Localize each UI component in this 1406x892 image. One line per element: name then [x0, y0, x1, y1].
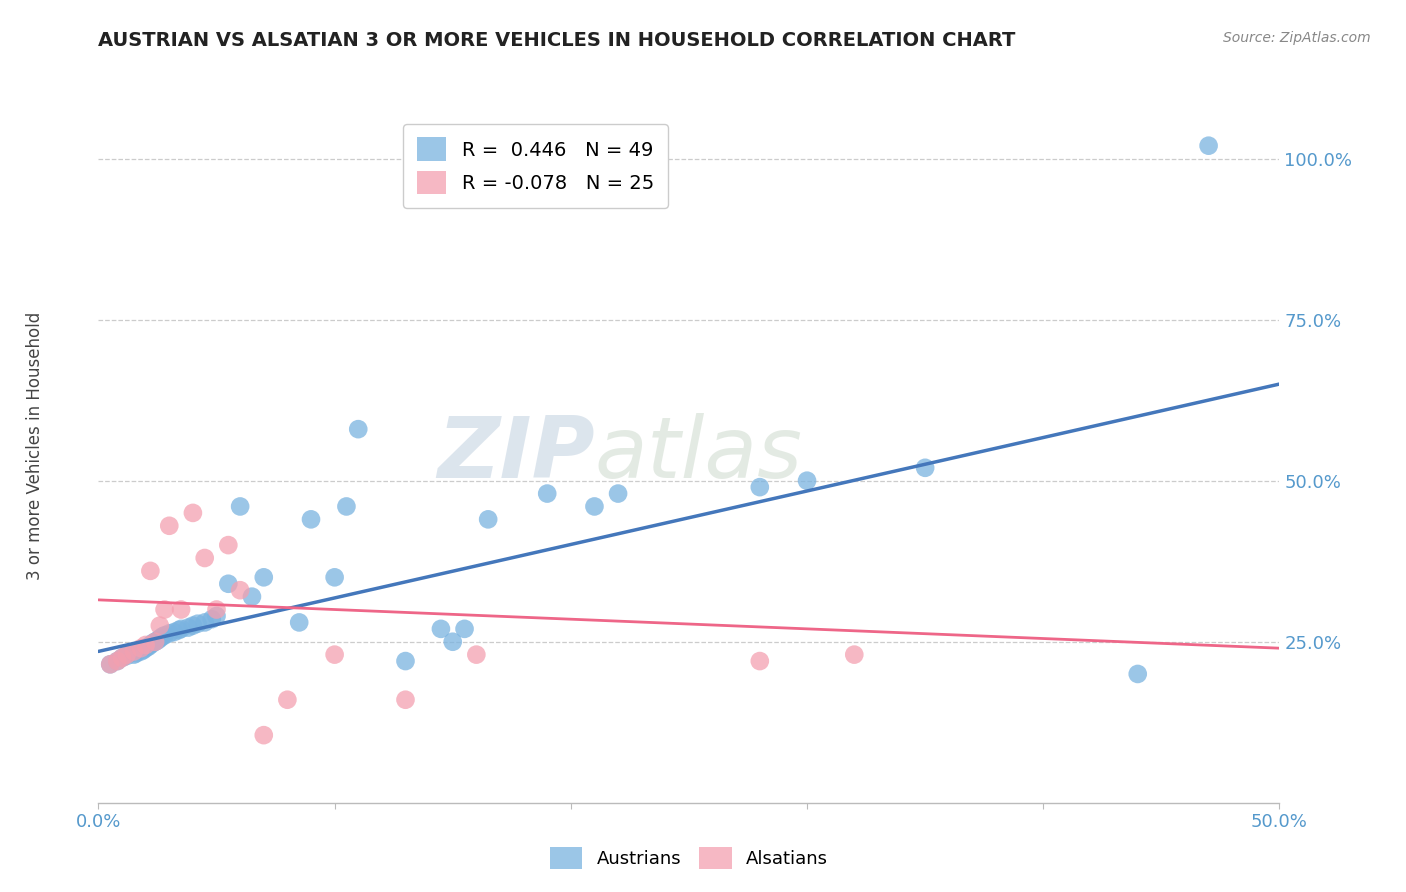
Point [129, 644, 152, 658]
Point [394, 654, 416, 668]
Point [465, 648, 488, 662]
Point [335, 500, 357, 514]
Point [157, 518, 180, 533]
Point [170, 622, 193, 636]
Point [111, 651, 134, 665]
Point [153, 602, 176, 616]
Point [748, 654, 770, 668]
Point [125, 646, 148, 660]
Point [139, 638, 162, 652]
Point [163, 625, 186, 640]
Point [170, 602, 193, 616]
Point [201, 612, 224, 626]
Text: ZIP: ZIP [437, 413, 595, 497]
Point [323, 570, 346, 584]
Point [607, 486, 630, 500]
Point [323, 648, 346, 662]
Text: Source: ZipAtlas.com: Source: ZipAtlas.com [1223, 31, 1371, 45]
Point [347, 422, 370, 436]
Point [146, 633, 169, 648]
Point [115, 648, 138, 663]
Point [583, 500, 606, 514]
Point [914, 460, 936, 475]
Point [115, 648, 138, 662]
Point [150, 630, 173, 644]
Point [453, 622, 475, 636]
Point [229, 500, 252, 514]
Point [1198, 138, 1220, 153]
Point [143, 634, 166, 648]
Point [477, 512, 499, 526]
Point [430, 622, 453, 636]
Point [394, 692, 416, 706]
Point [98, 657, 121, 672]
Point [98, 657, 121, 672]
Point [253, 570, 276, 584]
Point [167, 623, 190, 637]
Point [187, 616, 209, 631]
Point [299, 512, 322, 526]
Point [135, 638, 157, 652]
Point [844, 648, 866, 662]
Point [229, 583, 252, 598]
Point [205, 602, 228, 616]
Point [181, 506, 204, 520]
Point [205, 609, 228, 624]
Point [536, 486, 558, 500]
Point [1126, 667, 1149, 681]
Point [441, 634, 464, 648]
Point [240, 590, 263, 604]
Point [111, 651, 134, 665]
Point [748, 480, 770, 494]
Point [217, 538, 239, 552]
Point [796, 474, 818, 488]
Point [276, 692, 298, 706]
Point [217, 576, 239, 591]
Point [122, 648, 145, 662]
Point [142, 636, 165, 650]
Text: 3 or more Vehicles in Household: 3 or more Vehicles in Household [27, 312, 44, 580]
Point [135, 641, 157, 656]
Point [105, 654, 128, 668]
Point [149, 618, 172, 632]
Point [253, 728, 276, 742]
Point [181, 618, 204, 632]
Legend: Austrians, Alsatians: Austrians, Alsatians [541, 838, 837, 879]
Point [177, 621, 200, 635]
Point [149, 632, 172, 646]
Legend: R =  0.446   N = 49, R = -0.078   N = 25: R = 0.446 N = 49, R = -0.078 N = 25 [404, 124, 668, 208]
Point [105, 654, 128, 668]
Point [288, 615, 311, 630]
Point [153, 628, 176, 642]
Point [194, 615, 217, 630]
Point [139, 564, 162, 578]
Point [194, 551, 217, 566]
Point [132, 643, 155, 657]
Point [129, 641, 152, 656]
Text: AUSTRIAN VS ALSATIAN 3 OR MORE VEHICLES IN HOUSEHOLD CORRELATION CHART: AUSTRIAN VS ALSATIAN 3 OR MORE VEHICLES … [98, 31, 1015, 50]
Text: atlas: atlas [595, 413, 803, 497]
Point [157, 626, 180, 640]
Point [136, 640, 159, 654]
Point [143, 634, 166, 648]
Point [122, 644, 145, 658]
